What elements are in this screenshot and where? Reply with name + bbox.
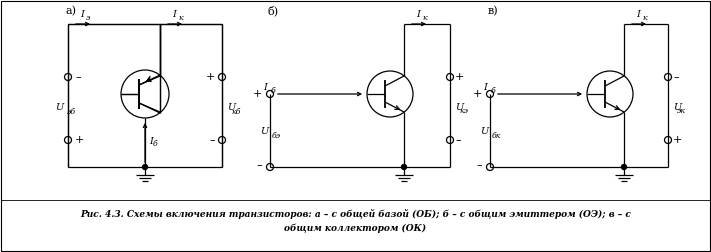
Text: I: I: [172, 10, 176, 19]
Text: Рис. 4.3. Схемы включения транзисторов: а – с общей базой (ОБ); б – с общим эмит: Рис. 4.3. Схемы включения транзисторов: …: [80, 209, 631, 219]
Text: +: +: [75, 135, 85, 145]
Text: U: U: [480, 128, 488, 137]
Text: –: –: [476, 160, 482, 170]
Text: U: U: [673, 103, 681, 111]
Text: бэ: бэ: [272, 132, 281, 140]
Text: э: э: [86, 14, 90, 22]
Text: I: I: [636, 10, 640, 19]
Text: U: U: [55, 103, 63, 111]
Circle shape: [142, 165, 147, 170]
Text: эб: эб: [67, 108, 76, 116]
Text: –: –: [257, 160, 262, 170]
Text: +: +: [473, 89, 482, 99]
Text: I: I: [80, 10, 84, 19]
Text: к: к: [422, 14, 427, 22]
Text: б: б: [271, 87, 276, 95]
Text: U: U: [227, 103, 235, 111]
Circle shape: [621, 165, 626, 170]
Text: к: к: [642, 14, 646, 22]
Text: а): а): [66, 6, 77, 16]
Text: –: –: [209, 135, 215, 145]
Text: общим коллектором (ОК): общим коллектором (ОК): [284, 223, 427, 233]
Text: +: +: [252, 89, 262, 99]
Text: U: U: [260, 128, 268, 137]
Circle shape: [402, 165, 407, 170]
Text: U: U: [455, 103, 464, 111]
Text: –: –: [455, 135, 461, 145]
Text: +: +: [455, 72, 464, 82]
Text: I: I: [483, 83, 487, 92]
Text: I: I: [416, 10, 420, 19]
Text: +: +: [673, 135, 683, 145]
Text: в): в): [488, 6, 498, 16]
Text: к: к: [178, 14, 183, 22]
Text: бк: бк: [492, 132, 501, 140]
Text: +: +: [205, 72, 215, 82]
Text: кб: кб: [231, 108, 240, 116]
Text: б: б: [491, 87, 496, 95]
Text: кэ: кэ: [459, 107, 468, 115]
Text: I: I: [263, 83, 267, 92]
Text: б): б): [268, 5, 279, 16]
Text: I: I: [149, 137, 153, 145]
Text: –: –: [75, 72, 80, 82]
Text: –: –: [673, 72, 678, 82]
Text: б: б: [153, 140, 158, 148]
Text: эк: эк: [677, 107, 686, 115]
